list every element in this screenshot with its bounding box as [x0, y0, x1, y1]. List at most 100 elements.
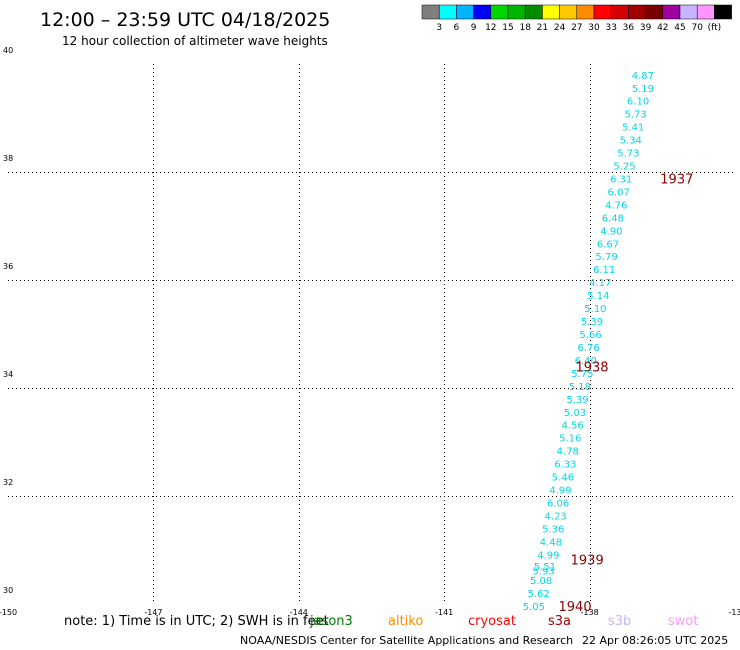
- color-swatch: [456, 4, 474, 20]
- color-swatch: [696, 4, 715, 20]
- swh-point-label: 5.39: [581, 317, 603, 328]
- swh-point-label: 5.73: [617, 149, 639, 160]
- swh-point-label: 4.90: [600, 226, 622, 237]
- swh-point-label: 6.67: [597, 239, 619, 250]
- color-scale-label: 6: [454, 23, 460, 33]
- satellite-legend-swot: swot: [668, 614, 698, 629]
- color-scale-label: 9: [471, 23, 477, 33]
- color-scale-label: 18: [519, 23, 531, 33]
- x-tick-label: -147: [144, 608, 162, 617]
- swh-point-label: 5.93: [532, 567, 554, 578]
- footer-timestamp: 22 Apr 08:26:05 UTC 2025: [582, 634, 728, 647]
- color-swatch: [679, 4, 698, 20]
- x-tick-label: -150: [0, 608, 17, 617]
- axis-tick-labels: -150 -147 -144 -141 -138 -13 30 32 34 36 38 40: [0, 46, 740, 617]
- swh-point-label: 4.78: [557, 447, 579, 458]
- color-swatch: [490, 4, 509, 20]
- pass-labels: 1937 1938 1939 1940: [559, 172, 694, 615]
- pass-time-label: 1939: [571, 554, 604, 569]
- chart-title: 12:00 – 23:59 UTC 04/18/2025: [40, 9, 330, 31]
- y-tick-label: 32: [3, 478, 13, 487]
- color-scale-label: 3: [436, 23, 442, 33]
- color-swatch: [542, 4, 560, 20]
- x-tick-label: -141: [435, 608, 453, 617]
- swh-point-label: 4.76: [605, 200, 627, 211]
- color-swatch: [645, 4, 664, 20]
- color-scale-label: 24: [554, 23, 566, 33]
- swh-point-label: 4.87: [632, 71, 654, 82]
- color-scale-label: 30: [588, 23, 600, 33]
- swh-point-label: 5.08: [530, 576, 552, 587]
- chart-subtitle: 12 hour collection of altimeter wave hei…: [62, 34, 328, 48]
- swh-point-label: 4.99: [549, 486, 571, 497]
- color-swatch: [524, 4, 543, 20]
- color-scale-legend: 3 6 9 12 15 18 21 24 27 30 33 36 39 42 45 70 (ft): [421, 4, 732, 33]
- swh-point-label: 5.19: [632, 84, 654, 95]
- color-swatch: [662, 4, 681, 20]
- satellite-legend-cryosat: cryosat: [468, 614, 516, 629]
- swh-point-label: 5.34: [620, 136, 642, 147]
- satellite-legend: jason3 altiko cryosat s3a s3b swot: [309, 614, 698, 629]
- swh-point-label: 5.18: [569, 382, 591, 393]
- color-scale-label: 42: [657, 23, 668, 33]
- swh-point-label: 5.51: [534, 562, 556, 573]
- color-swatch: [438, 4, 457, 20]
- satellite-legend-s3b: s3b: [608, 614, 631, 629]
- color-swatch: [473, 4, 492, 20]
- swh-point-label: 5.62: [528, 589, 550, 600]
- color-swatch: [610, 4, 629, 20]
- color-swatch: [576, 4, 595, 20]
- swh-point-label: 6.31: [610, 174, 632, 185]
- color-scale-label: 70: [691, 23, 703, 33]
- swh-point-label: 4.48: [540, 537, 562, 548]
- swh-point-label: 5.16: [559, 434, 581, 445]
- swh-point-label: 5.14: [587, 291, 609, 302]
- swh-point-label: 6.48: [602, 213, 624, 224]
- color-scale-label: 33: [605, 23, 616, 33]
- swh-point-label: 6.07: [608, 187, 630, 198]
- swh-points: 4.87 5.19 6.10 5.73 5.41 5.34 5.73 5.256.31 6.07…: [523, 71, 654, 613]
- x-tick-label: -144: [290, 608, 308, 617]
- satellite-legend-altiko: altiko: [388, 614, 423, 629]
- swh-point-label: 6.40: [575, 356, 597, 367]
- y-tick-label: 36: [3, 262, 13, 271]
- color-swatch: [421, 4, 440, 20]
- color-swatch: [559, 4, 578, 20]
- x-tick-label: -138: [581, 608, 599, 617]
- color-scale-label: (ft): [708, 23, 722, 33]
- swh-point-label: 5.36: [542, 524, 564, 535]
- swh-point-label: 5.73: [625, 110, 647, 121]
- color-scale-label: 15: [502, 23, 513, 33]
- swh-point-label: 4.56: [562, 421, 584, 432]
- x-tick-label: -13: [728, 608, 740, 617]
- swh-point-label: 5.66: [579, 330, 601, 341]
- color-swatch: [714, 4, 732, 20]
- swh-point-label: 5.39: [566, 395, 588, 406]
- color-scale-label: 45: [674, 23, 685, 33]
- color-scale-label: 12: [485, 23, 496, 33]
- swh-point-label: 4.23: [545, 511, 567, 522]
- swh-point-label: 4.17: [589, 278, 611, 289]
- color-swatch: [593, 4, 612, 20]
- note-text: note: 1) Time is in UTC; 2) SWH is in fe…: [64, 614, 329, 629]
- swh-point-label: 5.75: [571, 369, 593, 380]
- y-tick-label: 34: [3, 370, 13, 379]
- swh-point-label: 5.05: [523, 602, 545, 613]
- swh-point-label: 5.41: [622, 123, 644, 134]
- swh-point-label: 6.06: [547, 498, 569, 509]
- swh-point-label: 5.03: [564, 408, 586, 419]
- color-scale-label: 36: [623, 23, 635, 33]
- swh-point-label: 6.33: [554, 460, 576, 471]
- color-swatch: [507, 4, 526, 20]
- y-tick-label: 40: [3, 46, 13, 55]
- satellite-legend-s3a: s3a: [548, 614, 571, 629]
- pass-time-label: 1940: [559, 600, 592, 615]
- swh-point-label: 5.25: [613, 162, 635, 173]
- swh-point-label: 5.79: [595, 252, 617, 263]
- swh-point-label: 5.46: [552, 473, 574, 484]
- footer-credit: NOAA/NESDIS Center for Satellite Applica…: [240, 634, 573, 647]
- y-tick-label: 30: [3, 586, 13, 595]
- satellite-legend-jason3: jason3: [309, 614, 353, 629]
- swh-point-label: 6.76: [577, 343, 599, 354]
